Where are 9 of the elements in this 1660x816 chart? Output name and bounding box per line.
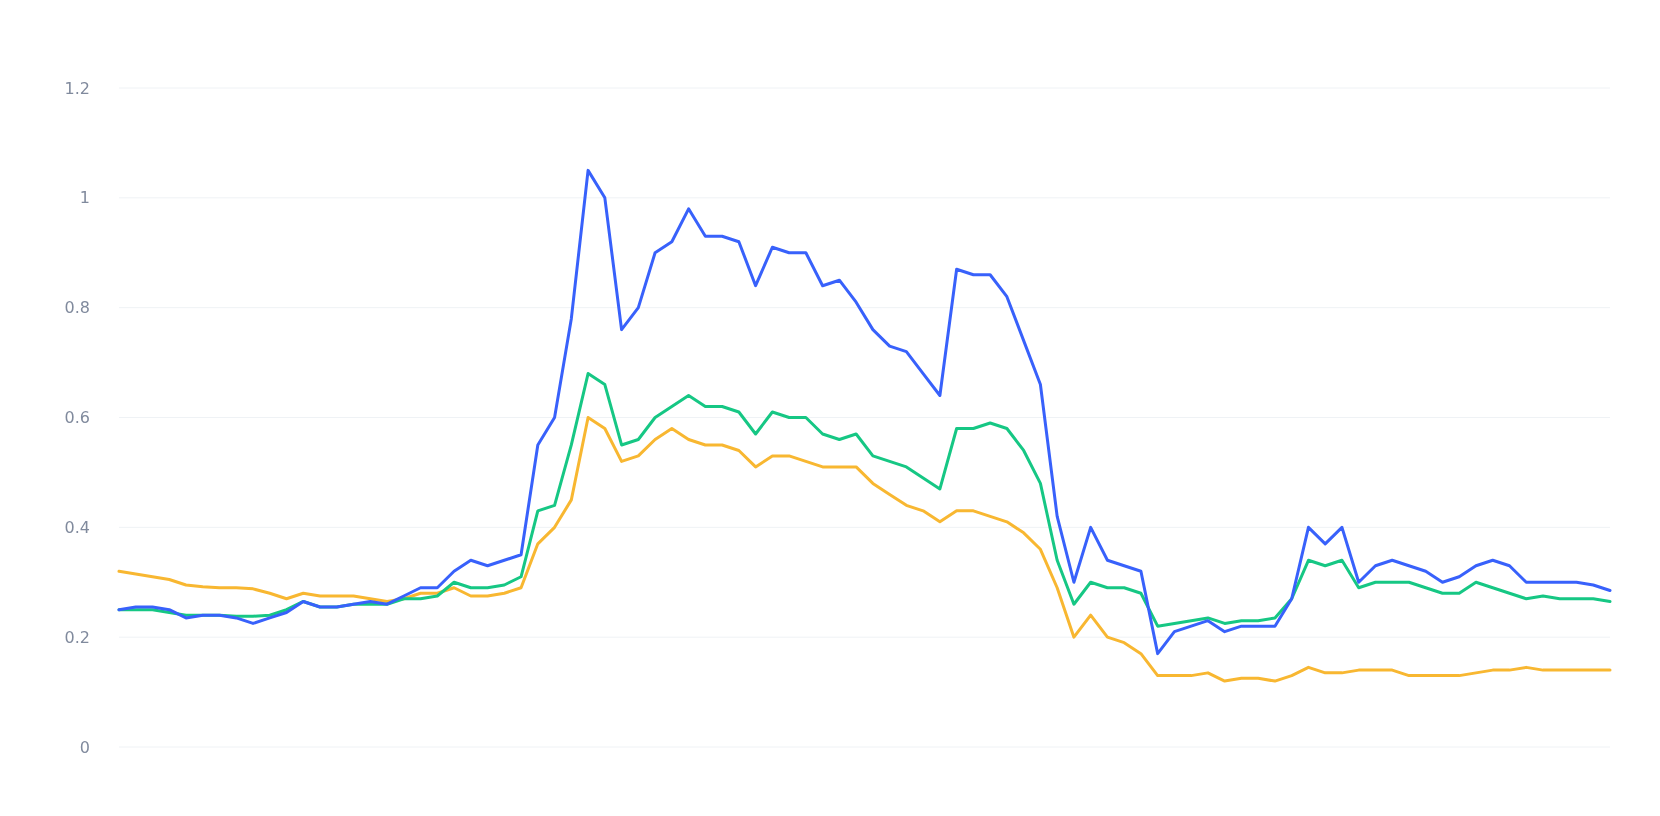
line-series	[117, 168, 1612, 656]
y-tick-label: 1	[79, 188, 90, 208]
y-tick-label: 0.6	[64, 408, 90, 428]
y-tick-label: 0.4	[64, 517, 90, 537]
y-tick-label: 0.8	[64, 298, 90, 318]
line-series	[117, 416, 1612, 683]
y-tick-label: 0.2	[64, 627, 90, 647]
y-tick-label: 0	[79, 737, 90, 757]
y-tick-label: 1.2	[64, 78, 90, 98]
